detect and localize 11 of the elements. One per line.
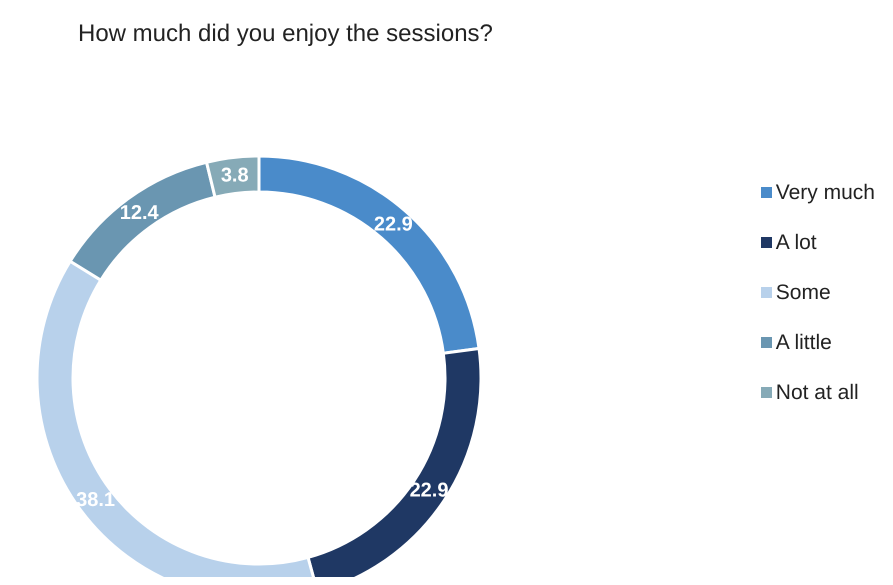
chart-title: How much did you enjoy the sessions?: [78, 20, 493, 48]
legend-label: A lot: [776, 230, 817, 254]
legend-label: Very much: [776, 180, 875, 204]
legend-label: Some: [776, 280, 831, 304]
data-label: 3.8: [220, 164, 249, 186]
legend-label: Not at all: [776, 380, 859, 404]
data-label: 22.9: [410, 480, 449, 502]
data-label: 12.4: [120, 202, 160, 224]
legend-label: A little: [776, 330, 832, 354]
data-label: 38.1: [76, 489, 116, 512]
data-label: 22.9: [374, 213, 413, 236]
